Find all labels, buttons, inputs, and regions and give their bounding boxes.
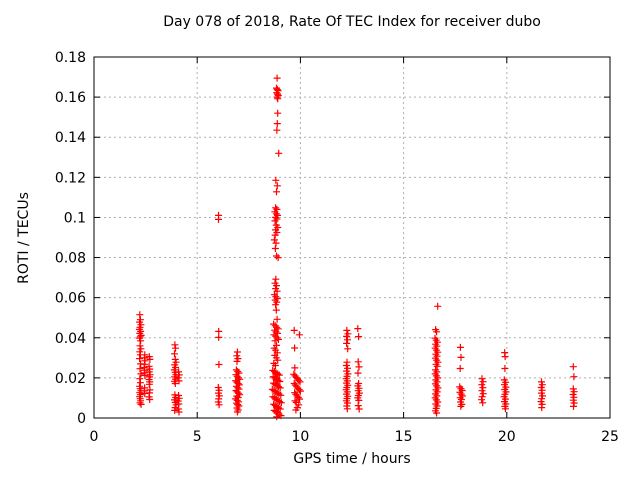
x-tick-label: 5 [193,429,202,445]
y-tick-label: 0.02 [55,371,86,387]
x-tick-label: 15 [395,429,413,445]
plot-border [93,56,611,419]
y-tick-label: 0.18 [55,50,86,66]
y-tick-label: 0.14 [55,130,86,146]
x-tick-label: 20 [498,429,516,445]
data-points-plus-markers [135,74,578,421]
y-tick-label: 0.04 [55,331,86,347]
y-tick-label: 0.06 [55,291,86,307]
y-tick-label: 0.12 [55,170,86,186]
x-tick-label: 10 [291,429,309,445]
y-tick-label: 0.1 [64,210,86,226]
x-tick-label: 0 [90,429,99,445]
x-tick-label: 25 [601,429,619,445]
x-axis-label: GPS time / hours [293,451,411,467]
y-tick-label: 0.08 [55,251,86,267]
y-tick-label: 0.16 [55,90,86,106]
y-tick-label: 0 [77,411,86,427]
chart-title: Day 078 of 2018, Rate Of TEC Index for r… [163,14,541,30]
